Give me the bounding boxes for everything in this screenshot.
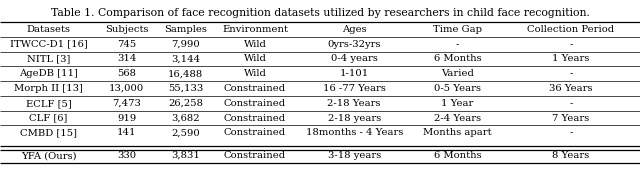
Text: 141: 141 (117, 128, 136, 137)
Text: Morph II [13]: Morph II [13] (14, 84, 83, 93)
Text: 6 Months: 6 Months (434, 151, 481, 160)
Text: -: - (569, 99, 573, 108)
Text: 16 -77 Years: 16 -77 Years (323, 84, 386, 93)
Text: 8 Years: 8 Years (552, 151, 589, 160)
Text: Constrained: Constrained (224, 128, 286, 137)
Text: 2-18 years: 2-18 years (328, 114, 381, 123)
Text: Constrained: Constrained (224, 99, 286, 108)
Text: 0-4 years: 0-4 years (331, 54, 378, 63)
Text: NITL [3]: NITL [3] (27, 54, 70, 63)
Text: -: - (569, 40, 573, 49)
Text: 2-4 Years: 2-4 Years (434, 114, 481, 123)
Text: -: - (456, 40, 460, 49)
Text: 0-5 Years: 0-5 Years (434, 84, 481, 93)
Text: Time Gap: Time Gap (433, 25, 482, 34)
Text: 1 Year: 1 Year (442, 99, 474, 108)
Text: 568: 568 (117, 69, 136, 78)
Text: 6 Months: 6 Months (434, 54, 481, 63)
Text: -: - (569, 69, 573, 78)
Text: Ages: Ages (342, 25, 367, 34)
Text: 36 Years: 36 Years (549, 84, 593, 93)
Text: 745: 745 (117, 40, 136, 49)
Text: Environment: Environment (222, 25, 288, 34)
Text: YFA (Ours): YFA (Ours) (21, 151, 76, 160)
Text: 7 Years: 7 Years (552, 114, 589, 123)
Text: Constrained: Constrained (224, 84, 286, 93)
Text: Collection Period: Collection Period (527, 25, 614, 34)
Text: ITWCC-D1 [16]: ITWCC-D1 [16] (10, 40, 88, 49)
Text: 1 Years: 1 Years (552, 54, 589, 63)
Text: ECLF [5]: ECLF [5] (26, 99, 72, 108)
Text: 3,144: 3,144 (171, 54, 200, 63)
Text: 1-101: 1-101 (340, 69, 369, 78)
Text: 2,590: 2,590 (172, 128, 200, 137)
Text: 7,990: 7,990 (172, 40, 200, 49)
Text: 330: 330 (117, 151, 136, 160)
Text: 3,682: 3,682 (172, 114, 200, 123)
Text: Samples: Samples (164, 25, 207, 34)
Text: Varied: Varied (441, 69, 474, 78)
Text: 314: 314 (117, 54, 136, 63)
Text: CLF [6]: CLF [6] (29, 114, 68, 123)
Text: Wild: Wild (244, 69, 266, 78)
Text: 3,831: 3,831 (171, 151, 200, 160)
Text: 55,133: 55,133 (168, 84, 204, 93)
Text: Wild: Wild (244, 54, 266, 63)
Text: 919: 919 (117, 114, 136, 123)
Text: Table 1. Comparison of face recognition datasets utilized by researchers in chil: Table 1. Comparison of face recognition … (51, 8, 589, 18)
Text: 0yrs-32yrs: 0yrs-32yrs (328, 40, 381, 49)
Text: -: - (569, 128, 573, 137)
Text: Months apart: Months apart (423, 128, 492, 137)
Text: 7,473: 7,473 (112, 99, 141, 108)
Text: Constrained: Constrained (224, 114, 286, 123)
Text: 2-18 Years: 2-18 Years (328, 99, 381, 108)
Text: 13,000: 13,000 (109, 84, 145, 93)
Text: Subjects: Subjects (105, 25, 148, 34)
Text: 18months - 4 Years: 18months - 4 Years (305, 128, 403, 137)
Text: Datasets: Datasets (27, 25, 70, 34)
Text: Constrained: Constrained (224, 151, 286, 160)
Text: AgeDB [11]: AgeDB [11] (19, 69, 78, 78)
Text: Wild: Wild (244, 40, 266, 49)
Text: 3-18 years: 3-18 years (328, 151, 381, 160)
Text: 16,488: 16,488 (168, 69, 204, 78)
Text: CMBD [15]: CMBD [15] (20, 128, 77, 137)
Text: 26,258: 26,258 (168, 99, 203, 108)
